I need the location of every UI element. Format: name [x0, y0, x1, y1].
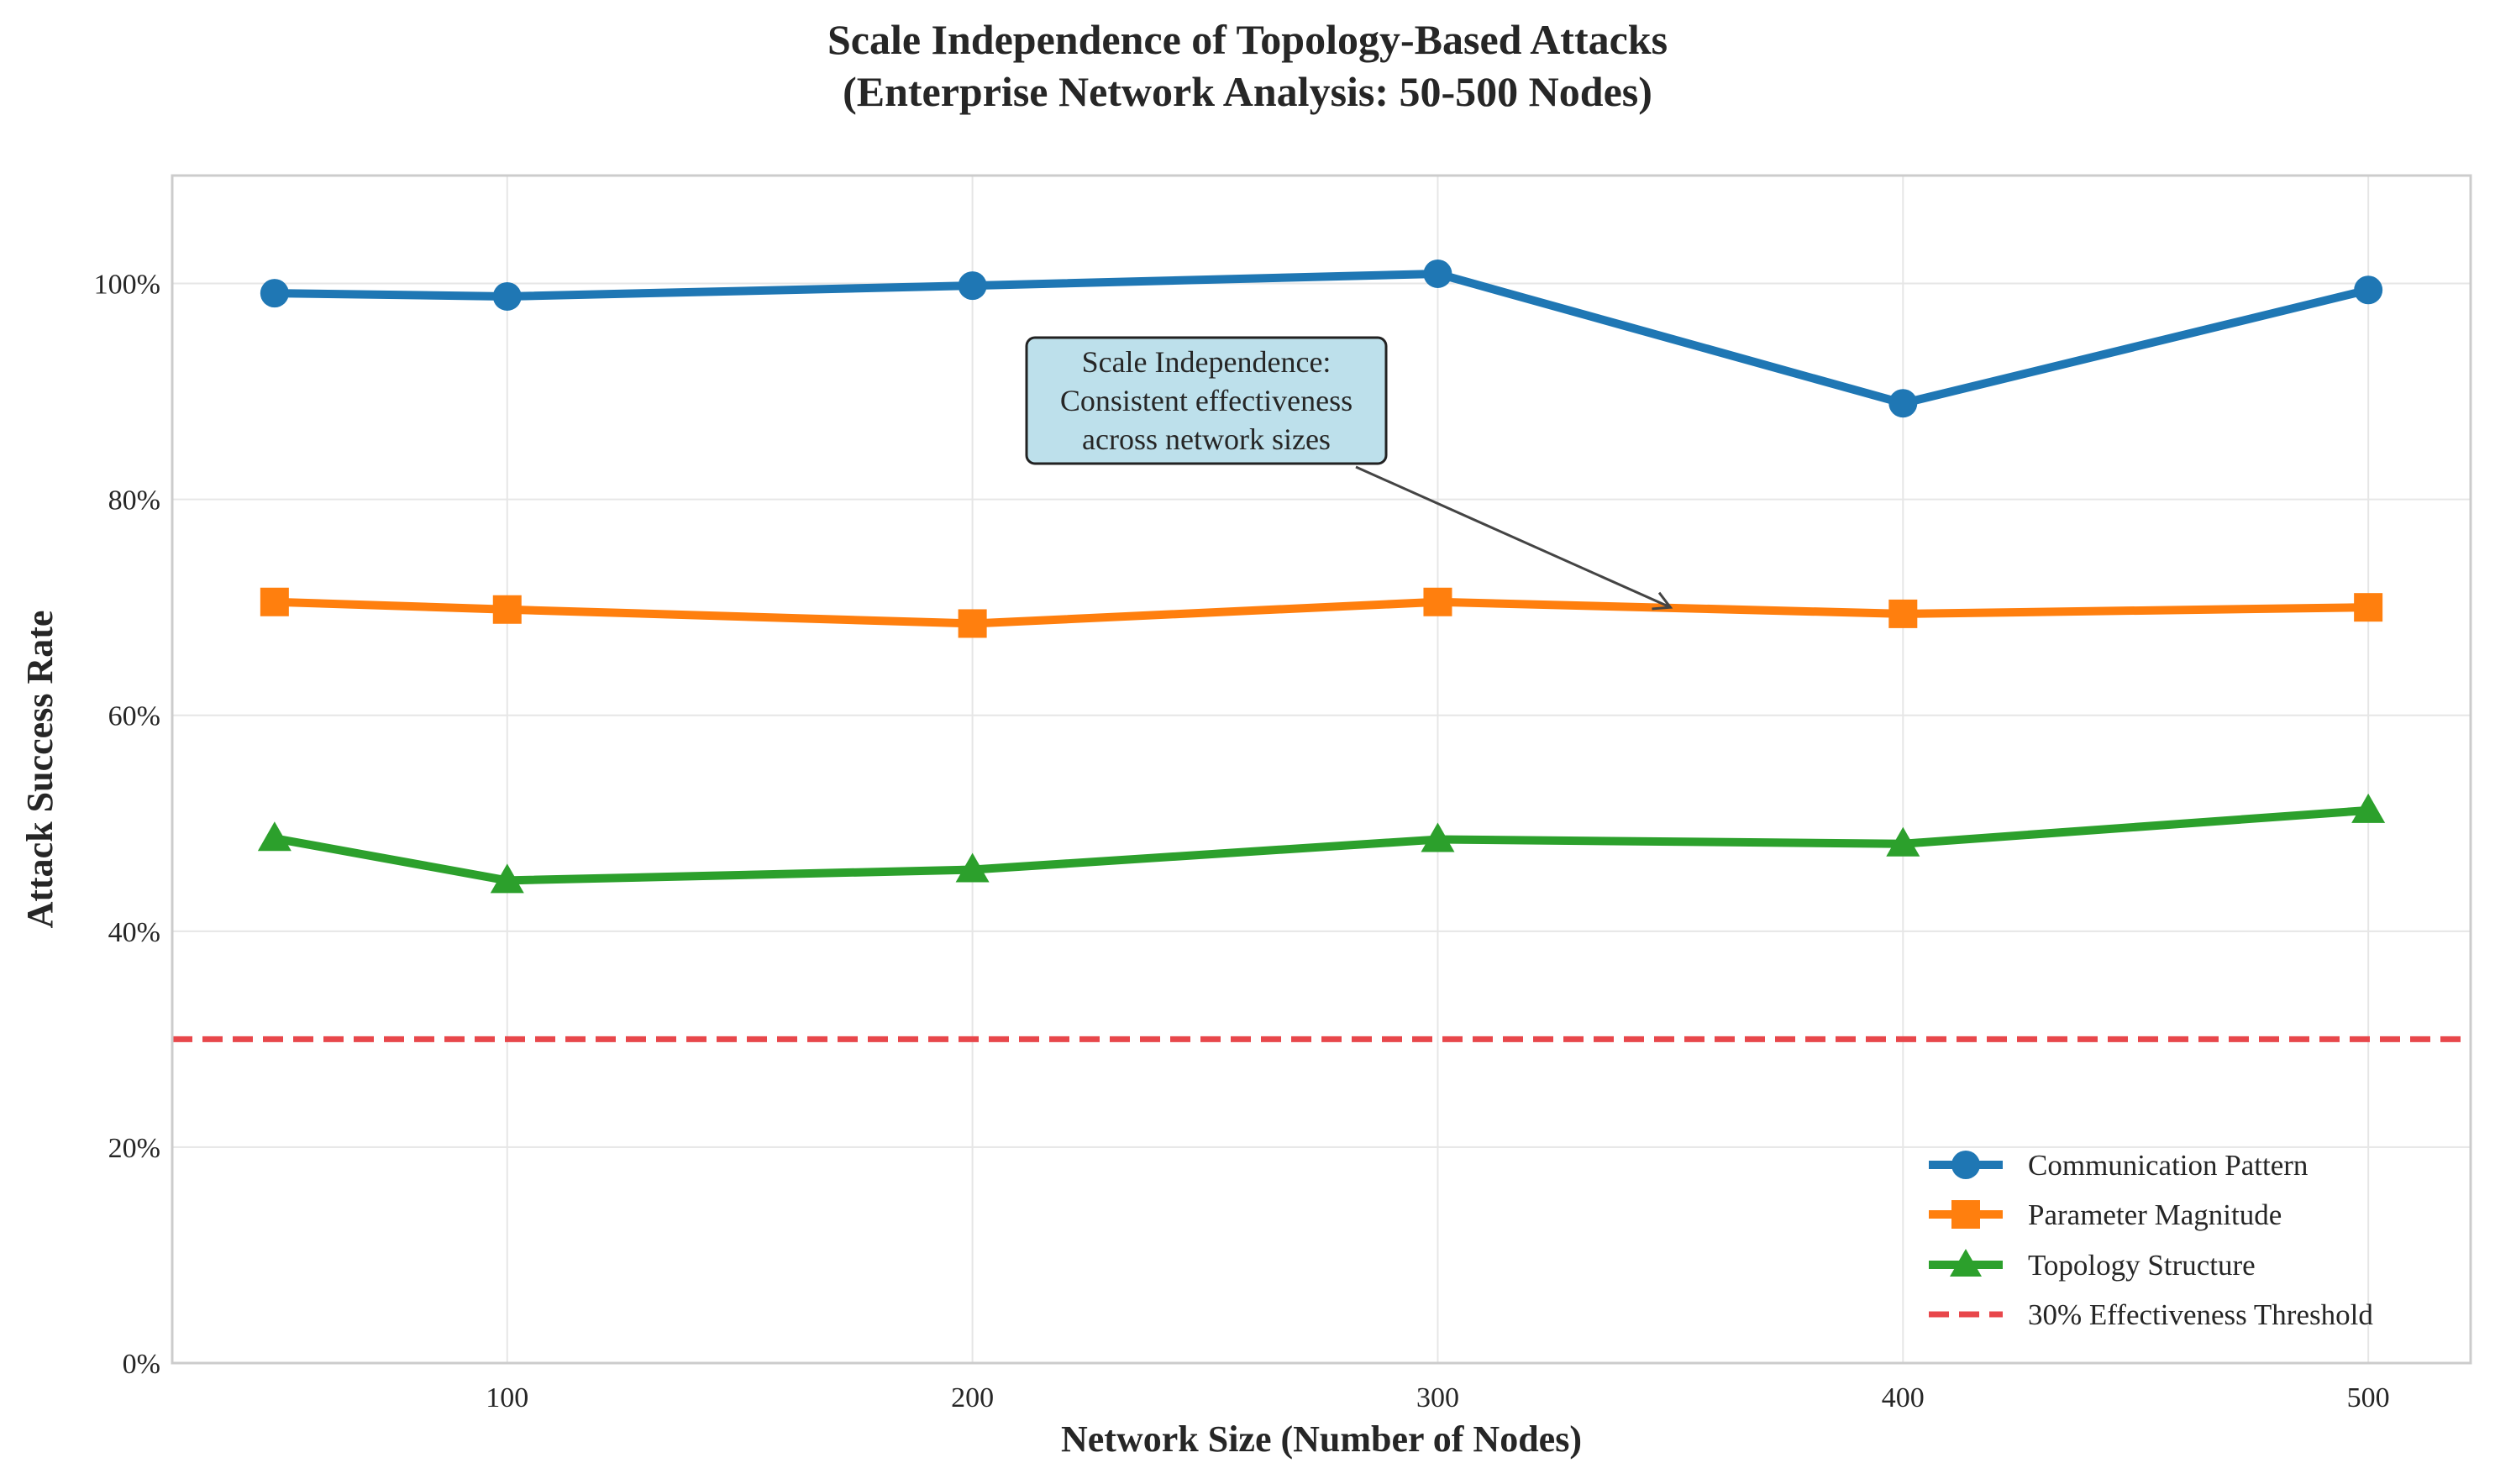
data-point	[1423, 587, 1452, 616]
y-tick-label: 100%	[94, 270, 160, 301]
legend-marker-square	[1951, 1200, 1980, 1229]
annotation-line-2: Consistent effectiveness	[1060, 384, 1353, 417]
legend-label-parameter-magnitude: Parameter Magnitude	[2028, 1198, 2282, 1231]
data-point	[1421, 822, 1455, 852]
data-point	[260, 587, 289, 616]
data-point	[257, 821, 292, 852]
data-point	[490, 863, 524, 894]
series-communication-pattern	[260, 259, 2383, 418]
legend-item-topology-structure: Topology Structure	[1929, 1249, 2256, 1282]
y-axis-label: Attack Success Rate	[19, 611, 60, 929]
series-line	[274, 269, 2370, 408]
data-point	[492, 595, 522, 624]
data-point	[1886, 826, 1920, 857]
y-tick-label: 80%	[108, 485, 160, 517]
legend-marker-triangle	[1950, 1249, 1982, 1277]
series-parameter-magnitude	[260, 587, 2383, 638]
x-tick-label: 500	[2347, 1382, 2390, 1413]
data-point	[958, 271, 987, 301]
data-point	[958, 609, 987, 638]
legend-label-threshold: 30% Effectiveness Threshold	[2028, 1298, 2373, 1331]
data-point	[492, 281, 522, 311]
series-topology-structure	[257, 793, 2386, 894]
annotation: Scale Independence: Consistent effective…	[1025, 336, 1673, 611]
x-axis-label: Network Size (Number of Nodes)	[1061, 1418, 1582, 1460]
legend-item-parameter-magnitude: Parameter Magnitude	[1929, 1198, 2282, 1231]
data-point	[260, 279, 289, 308]
legend: Communication Pattern Parameter Magnitud…	[1929, 1149, 2373, 1331]
series-line	[273, 805, 2369, 885]
y-tick-label: 40%	[108, 917, 160, 948]
data-point	[2351, 793, 2386, 823]
data-point	[1888, 599, 1918, 628]
annotation-arrow-head	[1652, 591, 1673, 611]
legend-marker-circle	[1951, 1151, 1980, 1179]
y-tick-label: 0%	[123, 1349, 160, 1380]
data-point	[1888, 389, 1918, 418]
x-tick-label: 100	[486, 1382, 528, 1413]
plot-frame	[171, 174, 2472, 1365]
annotation-line-1: Scale Independence:	[1082, 345, 1332, 379]
chart-title-line1: Scale Independence of Topology-Based Att…	[827, 16, 1668, 63]
x-tick-label: 300	[1416, 1382, 1459, 1413]
x-tick-label: 200	[951, 1382, 994, 1413]
data-point	[955, 852, 990, 883]
x-tick-label: 400	[1882, 1382, 1925, 1413]
x-tick-labels: 100 200 300 400 500	[486, 1382, 2389, 1413]
legend-label-topology-structure: Topology Structure	[2028, 1249, 2256, 1282]
data-point	[2354, 593, 2383, 622]
legend-label-communication-pattern: Communication Pattern	[2028, 1149, 2308, 1182]
legend-item-communication-pattern: Communication Pattern	[1929, 1149, 2308, 1182]
y-tick-labels: 0% 20% 40% 60% 80% 100%	[94, 270, 160, 1380]
series-layer	[257, 259, 2386, 894]
annotation-line-3: across network sizes	[1082, 422, 1331, 456]
y-tick-label: 20%	[108, 1133, 160, 1164]
annotation-box	[1025, 336, 1388, 465]
series-line	[274, 597, 2369, 628]
annotation-arrow	[1355, 465, 1671, 609]
legend-item-threshold: 30% Effectiveness Threshold	[1929, 1298, 2373, 1331]
data-point	[1423, 259, 1452, 288]
y-tick-label: 60%	[108, 701, 160, 732]
data-point	[2354, 275, 2383, 305]
chart-title-line2: (Enterprise Network Analysis: 50-500 Nod…	[843, 68, 1652, 115]
